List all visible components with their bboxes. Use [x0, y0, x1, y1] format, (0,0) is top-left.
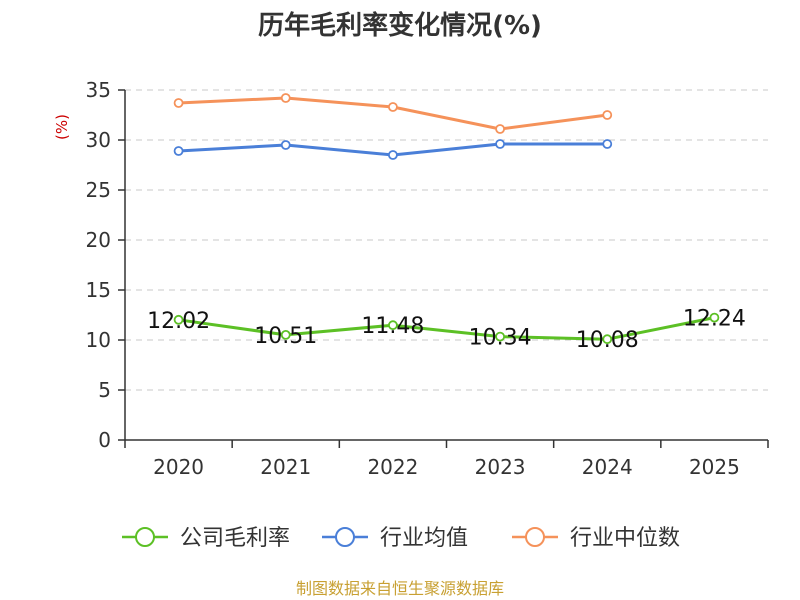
data-point	[280, 329, 291, 340]
y-tick-label: 20	[86, 228, 111, 252]
data-label: 12.02	[147, 309, 210, 334]
data-point	[173, 146, 184, 156]
y-axis-label: (%)	[53, 114, 71, 140]
data-point	[280, 140, 291, 150]
x-tick-label: 2023	[475, 455, 526, 479]
legend-item-2[interactable]: 行业中位数	[512, 526, 680, 551]
y-tick-label: 10	[86, 328, 111, 352]
data-point	[602, 334, 613, 345]
legend-item-0[interactable]: 公司毛利率	[122, 526, 290, 551]
data-label: 12.24	[683, 307, 746, 332]
data-point	[173, 98, 184, 108]
data-point	[388, 320, 398, 331]
data-label: 10.08	[576, 328, 639, 353]
y-tick-label: 0	[98, 428, 111, 452]
legend-marker	[135, 527, 155, 547]
data-point	[388, 150, 398, 160]
data-labels: 12.02 10.51 11.48 10.34 10.08 12.24	[147, 307, 746, 354]
legend-marker	[335, 527, 355, 547]
series-line-0	[178, 316, 715, 341]
legend-label: 行业均值	[380, 526, 468, 551]
data-label: 11.48	[361, 314, 424, 339]
legend[interactable]: 公司毛利率 行业均值 行业中位数	[122, 526, 680, 551]
y-tick-label: 35	[86, 78, 111, 102]
x-tick-label: 2024	[582, 455, 633, 479]
data-point	[280, 93, 291, 103]
legend-label: 行业中位数	[570, 526, 680, 551]
source-note: 制图数据来自恒生聚源数据库	[296, 579, 504, 598]
data-point	[602, 110, 613, 120]
y-tick-label: 5	[98, 378, 111, 402]
data-point	[495, 124, 505, 134]
data-point	[495, 331, 505, 342]
data-point	[602, 139, 613, 149]
chart-title: 历年毛利率变化情况(%)	[258, 10, 542, 41]
data-label: 10.34	[469, 326, 532, 351]
legend-item-1[interactable]: 行业均值	[322, 526, 468, 551]
x-tick-label: 2020	[153, 455, 204, 479]
legend-label: 公司毛利率	[180, 526, 290, 551]
y-tick-label: 30	[86, 128, 111, 152]
x-tick-label: 2025	[689, 455, 740, 479]
data-point	[495, 139, 505, 149]
data-point	[173, 314, 184, 325]
data-point	[388, 102, 398, 112]
y-tick-label: 25	[86, 178, 111, 202]
x-tick-label: 2021	[260, 455, 311, 479]
grid-lines	[125, 89, 768, 391]
series-lines	[173, 93, 720, 345]
y-tick-label: 15	[86, 278, 111, 302]
x-tick-label: 2022	[367, 455, 418, 479]
data-point	[709, 312, 720, 323]
legend-marker	[525, 527, 545, 547]
data-label: 10.51	[254, 324, 317, 349]
